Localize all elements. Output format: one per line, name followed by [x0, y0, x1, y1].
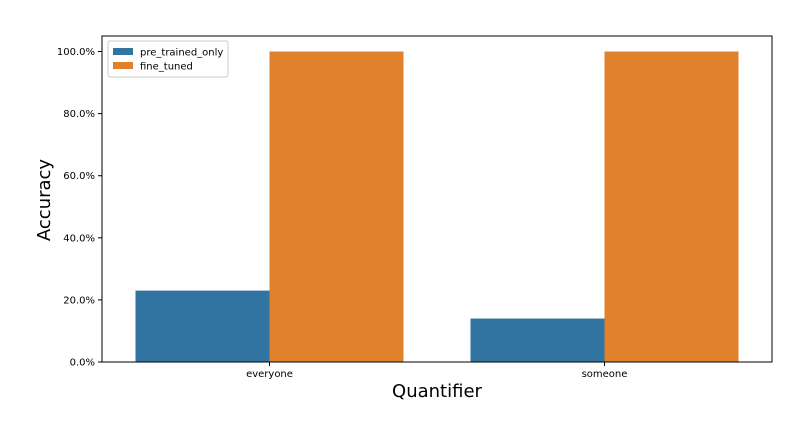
legend-swatch-pre_trained_only — [113, 48, 133, 55]
legend-box — [107, 40, 229, 78]
y-tick-label: 60.0% — [63, 171, 95, 182]
bar-pre_trained_only-everyone — [135, 290, 270, 362]
y-axis-title: Accuracy — [34, 159, 55, 242]
plot-frame — [101, 35, 773, 363]
y-tick-label: 20.0% — [63, 295, 95, 306]
x-axis: everyone someone — [246, 362, 627, 380]
y-tick-label: 40.0% — [63, 233, 95, 244]
y-tick-label: 80.0% — [63, 109, 95, 120]
x-tick-label: someone — [582, 369, 628, 380]
legend-label-pre_trained_only: pre_trained_only — [140, 48, 223, 59]
bar-fine_tuned-everyone — [269, 51, 404, 363]
bar-pre_trained_only-someone — [470, 318, 605, 362]
legend: pre_trained_only fine_tuned — [107, 40, 229, 78]
x-tick-label: everyone — [246, 369, 293, 380]
y-tick-label: 0.0% — [70, 358, 95, 369]
x-axis-title: Quantifier — [392, 381, 482, 402]
y-tick-label: 100.0% — [57, 47, 95, 58]
bars-group — [135, 51, 739, 363]
legend-swatch-fine_tuned — [113, 62, 133, 69]
y-axis: 0.0% 20.0% 40.0% 60.0% 80.0% 100.0% — [57, 47, 102, 369]
legend-label-fine_tuned: fine_tuned — [140, 62, 193, 73]
bar-fine_tuned-someone — [604, 51, 739, 363]
